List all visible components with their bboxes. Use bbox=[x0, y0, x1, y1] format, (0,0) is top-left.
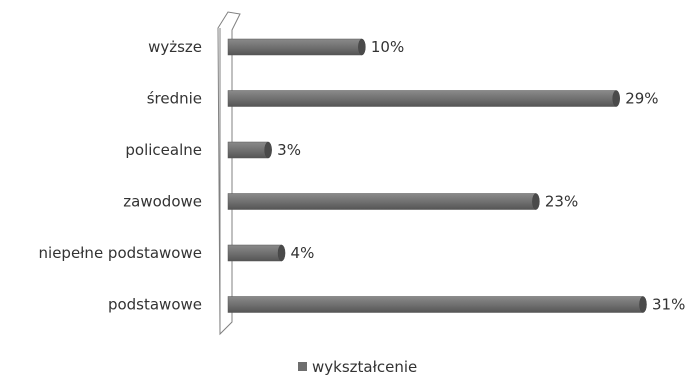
category-label: średnie bbox=[147, 90, 202, 108]
bar bbox=[227, 38, 363, 56]
bar bbox=[227, 244, 282, 262]
bars-group bbox=[227, 38, 647, 313]
category-label: wyższe bbox=[148, 38, 202, 56]
category-label: zawodowe bbox=[123, 193, 202, 211]
bar-cap bbox=[639, 296, 647, 313]
bar bbox=[227, 296, 644, 313]
axis-wall bbox=[217, 11, 241, 336]
labels-group: wyższe 10% średnie 29% policealne 3% zawodowe 2… bbox=[39, 38, 686, 314]
legend-label: wykształcenie bbox=[312, 358, 417, 376]
bar-cap bbox=[264, 141, 272, 159]
category-label: policealne bbox=[125, 141, 202, 159]
legend-swatch bbox=[298, 362, 307, 371]
data-label: 31% bbox=[652, 296, 685, 314]
category-label: niepełne podstawowe bbox=[39, 244, 202, 262]
data-label: 29% bbox=[625, 90, 658, 108]
data-label: 3% bbox=[277, 141, 301, 159]
bar bbox=[227, 193, 537, 210]
category-label: podstawowe bbox=[108, 296, 202, 314]
category-axis bbox=[217, 11, 241, 336]
data-label: 4% bbox=[291, 244, 315, 262]
bar-cap bbox=[277, 244, 286, 262]
data-label: 10% bbox=[371, 38, 404, 56]
bar-cap bbox=[532, 193, 540, 210]
data-label: 23% bbox=[545, 193, 578, 211]
bar-cap bbox=[612, 90, 620, 107]
bar-cap bbox=[358, 38, 366, 56]
bar bbox=[227, 141, 269, 159]
bar bbox=[227, 90, 617, 107]
legend: wykształcenie bbox=[298, 358, 417, 376]
